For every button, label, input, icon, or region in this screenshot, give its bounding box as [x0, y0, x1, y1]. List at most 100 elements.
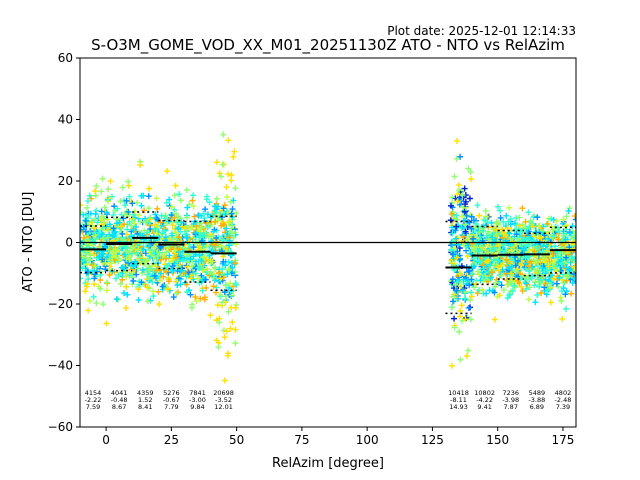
data-point	[158, 270, 165, 277]
data-point	[98, 221, 105, 228]
data-point	[466, 267, 473, 274]
data-point	[223, 328, 230, 335]
data-point	[519, 221, 526, 228]
data-point	[461, 185, 468, 192]
data-point	[507, 236, 514, 243]
data-point	[151, 244, 158, 251]
data-point	[534, 267, 541, 274]
data-point	[207, 312, 214, 319]
data-point	[482, 207, 489, 214]
data-point	[449, 298, 456, 305]
data-point	[475, 268, 482, 275]
data-point	[449, 260, 456, 267]
y-tick-label: 60	[58, 51, 73, 65]
data-point	[102, 260, 109, 267]
data-point	[122, 202, 129, 209]
data-point	[103, 320, 110, 327]
data-point	[203, 265, 210, 272]
data-point	[152, 221, 159, 228]
data-point	[231, 229, 238, 236]
data-point	[461, 208, 468, 215]
data-point	[549, 251, 556, 258]
data-point	[170, 255, 177, 262]
data-point	[100, 235, 107, 242]
data-point	[232, 260, 239, 267]
data-point	[459, 192, 466, 199]
data-point	[92, 210, 99, 217]
bin-std-label: 7.87	[503, 403, 517, 411]
data-point	[202, 206, 209, 213]
data-point	[174, 282, 181, 289]
data-point	[470, 235, 477, 242]
data-point	[153, 214, 160, 221]
data-point	[227, 280, 234, 287]
data-point	[80, 226, 84, 233]
data-point	[453, 212, 460, 219]
data-point	[146, 219, 153, 226]
data-point	[483, 232, 490, 239]
data-point	[568, 290, 575, 297]
data-point	[519, 287, 526, 294]
data-point	[513, 231, 520, 238]
data-point	[468, 225, 475, 232]
data-point	[84, 280, 91, 287]
data-point	[159, 283, 166, 290]
data-point	[93, 183, 100, 190]
data-point	[568, 255, 575, 262]
data-point	[503, 212, 510, 219]
data-point	[523, 285, 530, 292]
data-point	[449, 230, 456, 237]
bin-count: 4802	[555, 389, 572, 397]
data-point	[157, 277, 164, 284]
data-point	[163, 199, 170, 206]
data-point	[498, 272, 505, 279]
data-point	[201, 296, 208, 303]
data-point	[88, 195, 95, 202]
data-point	[476, 233, 483, 240]
data-point	[100, 301, 107, 308]
data-point	[555, 236, 562, 243]
x-tick-label: 75	[294, 433, 309, 447]
plot-date-label: Plot date: 2025-12-01 12:14:33	[387, 24, 576, 38]
data-point	[119, 276, 126, 283]
data-point	[549, 227, 556, 234]
data-point	[449, 276, 456, 283]
data-point	[462, 204, 469, 211]
data-point	[497, 214, 504, 221]
y-tick-label: −20	[48, 297, 73, 311]
data-point	[125, 178, 132, 185]
data-point	[154, 216, 161, 223]
data-point	[213, 284, 220, 291]
data-point	[476, 257, 483, 264]
data-point	[449, 194, 456, 201]
data-point	[207, 258, 214, 265]
data-point	[184, 259, 191, 266]
data-point	[455, 295, 462, 302]
data-point	[559, 260, 566, 267]
data-point	[158, 212, 165, 219]
data-point	[105, 198, 112, 205]
data-point	[221, 202, 228, 209]
data-point	[101, 204, 108, 211]
data-point	[566, 205, 573, 212]
bin-mean-label: -3.52	[215, 396, 232, 404]
data-point	[144, 229, 151, 236]
data-point	[179, 257, 186, 264]
data-point	[85, 276, 92, 283]
data-point	[177, 215, 184, 222]
data-point	[149, 288, 156, 295]
data-point	[453, 223, 460, 230]
data-point	[142, 250, 149, 257]
data-point	[113, 275, 120, 282]
data-point	[562, 223, 569, 230]
data-point	[499, 234, 506, 241]
data-point	[182, 231, 189, 238]
data-point	[471, 224, 478, 231]
data-point	[213, 195, 220, 202]
data-point	[553, 217, 560, 224]
data-point	[512, 278, 519, 285]
data-point	[503, 256, 510, 263]
data-point	[115, 255, 122, 262]
data-point	[110, 211, 117, 218]
